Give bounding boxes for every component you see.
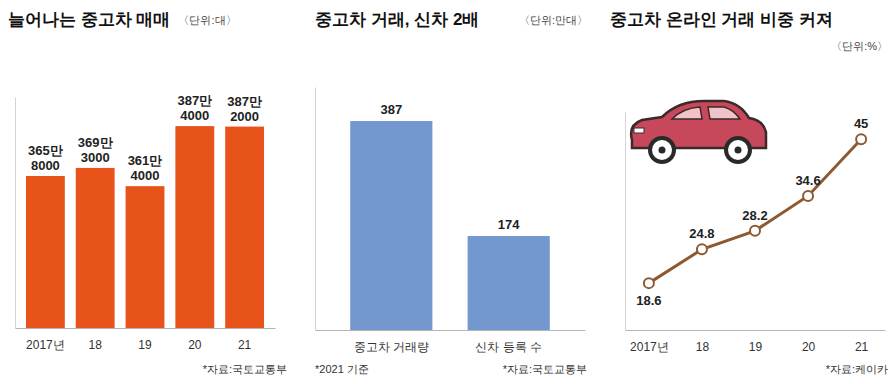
marks [26, 126, 264, 328]
car-window [708, 107, 740, 119]
x-axis: 중고차 거래량 신차 등록 수 [316, 331, 586, 354]
x-tick-label: 18 [696, 340, 710, 354]
data-label: 365만8000 [28, 143, 63, 173]
marker [750, 226, 760, 236]
source-note: *자료:국토교통부 [203, 363, 287, 375]
x-tick-label: 2017년 [26, 338, 65, 352]
bar [350, 121, 432, 330]
data-labels: 18.6 24.8 28.2 34.6 45 [636, 116, 868, 308]
unit-label: 〈단위:%〉 [831, 40, 888, 52]
marks [350, 121, 550, 330]
x-tick: 21 [238, 338, 252, 352]
data-label: 28.2 [742, 208, 767, 223]
x-tick: 2017년 [630, 340, 669, 354]
chart-title: 중고차 온라인 거래 비중 커져 [610, 10, 833, 29]
chart-title: 늘어나는 중고차 매매 [8, 10, 170, 29]
x-tick: 19 [749, 340, 763, 354]
x-tick: 18 [696, 340, 710, 354]
data-labels: 387 174 [380, 102, 520, 232]
panel: 중고차 온라인 거래 비중 커져 〈단위:%〉 2017년 18 19 20 21 18.6 2… [610, 10, 888, 375]
data-label: 387만2000 [227, 94, 262, 124]
panel: 늘어나는 중고차 매매〈단위:대〉2017년18192021365만800036… [8, 10, 287, 375]
x-tick: 중고차 거래량 [354, 340, 429, 354]
x-tick: 20 [188, 338, 202, 352]
y-axis-line [315, 88, 316, 331]
x-tick-label: 21 [238, 338, 252, 352]
x-axis: 2017년 18 19 20 21 [626, 331, 886, 354]
x-axis-line [16, 328, 276, 329]
data-label: 24.8 [689, 226, 714, 241]
marker [644, 278, 654, 288]
y-axis [625, 113, 626, 331]
car-window [672, 107, 702, 119]
bar [175, 126, 214, 328]
data-labels: 365만8000 369만3000 361만4000 387만4000 387만2000 [28, 93, 262, 183]
data-label: 369만3000 [78, 135, 113, 165]
data-label: 387 [380, 102, 402, 117]
x-tick-label: 19 [138, 338, 152, 352]
chart-canvas: 늘어나는 중고차 매매〈단위:대〉2017년18192021365만800036… [0, 0, 891, 384]
x-tick: 2017년 [26, 338, 65, 352]
x-tick: 19 [138, 338, 152, 352]
data-label: 387만4000 [177, 93, 212, 123]
car-light [634, 128, 644, 133]
data-label: 361만4000 [128, 153, 163, 183]
marks [644, 134, 866, 288]
x-tick: 21 [855, 340, 869, 354]
x-tick-label: 2017년 [630, 340, 669, 354]
unit-label: 〈단위:대〉 [178, 14, 236, 26]
x-tick-label: 20 [188, 338, 202, 352]
panel: 중고차 거래, 신차 2배 〈단위:만대〉 중고차 거래량 신차 등록 수 387 174… [315, 10, 588, 375]
source-note: *자료:국토교통부 [503, 363, 587, 375]
x-tick-label: 신차 등록 수 [475, 340, 542, 354]
x-axis: 2017년 18 19 20 21 [16, 329, 276, 352]
chart-title: 중고차 거래, 신차 2배 [315, 10, 479, 29]
x-tick-label: 중고차 거래량 [354, 340, 429, 354]
bar [26, 176, 65, 328]
y-axis-line [625, 113, 626, 331]
source-note: *2021 기준 [315, 363, 369, 375]
x-axis-line [626, 330, 886, 331]
car-hub [659, 147, 666, 154]
annotations: *2021 기준 *자료:국토교통부 [315, 363, 587, 375]
x-axis-line [316, 330, 586, 331]
marker [803, 191, 813, 201]
y-axis [315, 88, 316, 331]
marker [856, 134, 866, 144]
x-tick-label: 19 [749, 340, 763, 354]
x-tick: 18 [89, 338, 103, 352]
car-hub [735, 147, 742, 154]
bar [126, 186, 165, 328]
bar [76, 168, 115, 328]
x-tick: 20 [802, 340, 816, 354]
data-label: 45 [854, 116, 868, 131]
x-tick-label: 20 [802, 340, 816, 354]
car-icon [631, 101, 766, 162]
unit-label: 〈단위:만대〉 [519, 14, 588, 26]
car-wheel [726, 138, 750, 162]
x-tick: 신차 등록 수 [475, 340, 542, 354]
line [649, 139, 861, 283]
x-tick-label: 18 [89, 338, 103, 352]
car-wheel [650, 138, 674, 162]
annotations: *자료:국토교통부 [203, 363, 287, 375]
x-tick-label: 21 [855, 340, 869, 354]
marker [697, 244, 707, 254]
bar [468, 236, 550, 330]
source-note: *자료:케이카 [826, 363, 888, 375]
y-axis-line [15, 98, 16, 329]
y-axis [15, 98, 16, 329]
data-label: 34.6 [795, 173, 820, 188]
data-label: 174 [498, 217, 520, 232]
annotations: *자료:케이카 [826, 363, 888, 375]
data-label: 18.6 [636, 293, 661, 308]
bar [225, 127, 264, 328]
